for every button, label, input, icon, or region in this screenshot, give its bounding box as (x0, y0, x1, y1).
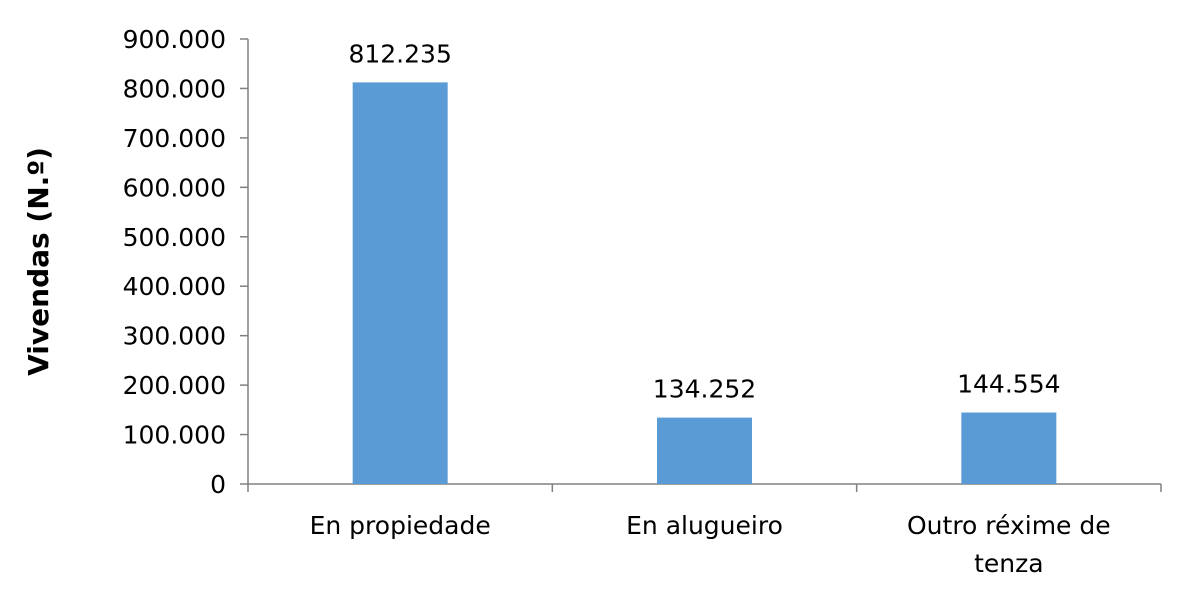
y-tick-label: 800.000 (123, 74, 226, 103)
x-category-label: Outro réxime de (907, 511, 1111, 540)
data-label: 134.252 (653, 375, 756, 404)
bar (352, 82, 448, 484)
y-tick-label: 500.000 (123, 223, 226, 252)
y-tick-label: 200.000 (123, 371, 226, 400)
x-category-label: En alugueiro (626, 511, 783, 540)
y-tick-label: 900.000 (123, 25, 226, 54)
bar (657, 417, 752, 484)
bar (961, 412, 1057, 484)
y-tick-label: 300.000 (123, 322, 226, 351)
y-tick-label: 700.000 (123, 124, 226, 153)
y-tick-label: 0 (210, 470, 226, 499)
y-axis-title: Vivendas (N.º) (22, 147, 55, 376)
y-tick-label: 600.000 (123, 173, 226, 202)
data-label: 144.554 (957, 370, 1060, 399)
data-label: 812.235 (348, 39, 451, 68)
y-tick-label: 100.000 (123, 421, 226, 450)
x-category-label: tenza (974, 549, 1043, 578)
y-tick-label: 400.000 (123, 272, 226, 301)
x-category-label: En propiedade (310, 511, 491, 540)
